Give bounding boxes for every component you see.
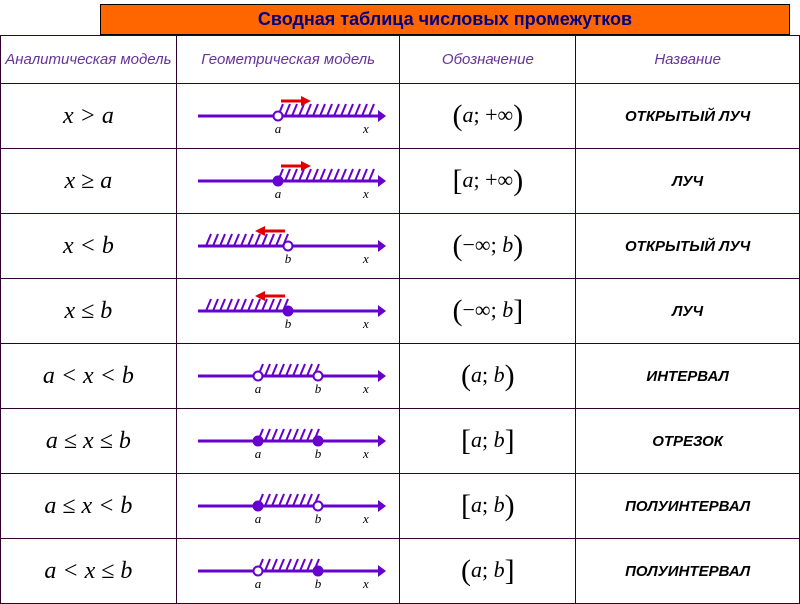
svg-text:x: x: [362, 511, 369, 526]
svg-text:x: x: [362, 446, 369, 461]
notation-cell: (−∞; b]: [400, 279, 576, 344]
table-row: a ≤ x < b a b x [a; b) ПОЛУИНТЕРВАЛ: [1, 474, 800, 539]
name-cell: ОТКРЫТЫЙ ЛУЧ: [576, 214, 800, 279]
svg-text:a: a: [255, 446, 262, 461]
svg-text:a: a: [275, 186, 282, 201]
table-row: x < b b x (−∞; b) ОТКРЫТЫЙ ЛУЧ: [1, 214, 800, 279]
analytic-cell: a < x < b: [1, 344, 177, 409]
analytic-cell: a < x ≤ b: [1, 539, 177, 604]
page-title: Сводная таблица числовых промежутков: [100, 4, 790, 35]
analytic-cell: x ≥ a: [1, 149, 177, 214]
number-line-diagram: b x: [188, 216, 388, 272]
svg-text:b: b: [285, 251, 292, 266]
header-analytic: Аналитическая модель: [1, 36, 177, 84]
geometric-cell: a b x: [176, 344, 400, 409]
name-cell: ИНТЕРВАЛ: [576, 344, 800, 409]
header-name: Название: [576, 36, 800, 84]
analytic-cell: x < b: [1, 214, 177, 279]
geometric-cell: a b x: [176, 474, 400, 539]
svg-text:x: x: [362, 316, 369, 331]
number-line-diagram: a x: [188, 86, 388, 142]
table-row: a ≤ x ≤ b a b x [a; b] ОТРЕЗОК: [1, 409, 800, 474]
svg-text:b: b: [315, 381, 322, 396]
notation-cell: [a; b): [400, 474, 576, 539]
table-row: x ≥ a a x [a; +∞) ЛУЧ: [1, 149, 800, 214]
name-cell: ЛУЧ: [576, 149, 800, 214]
header-geometric: Геометрическая модель: [176, 36, 400, 84]
svg-text:b: b: [315, 576, 322, 591]
svg-text:b: b: [315, 511, 322, 526]
number-line-diagram: a b x: [188, 346, 388, 402]
table-row: a < x < b a b x (a; b) ИНТЕРВАЛ: [1, 344, 800, 409]
name-cell: ЛУЧ: [576, 279, 800, 344]
geometric-cell: a x: [176, 149, 400, 214]
number-line-diagram: a x: [188, 151, 388, 207]
table-row: a < x ≤ b a b x (a; b] ПОЛУИНТЕРВАЛ: [1, 539, 800, 604]
svg-text:a: a: [275, 121, 282, 136]
table-header-row: Аналитическая модель Геометрическая моде…: [1, 36, 800, 84]
svg-text:a: a: [255, 511, 262, 526]
table-row: x ≤ b b x (−∞; b] ЛУЧ: [1, 279, 800, 344]
geometric-cell: a b x: [176, 539, 400, 604]
geometric-cell: a b x: [176, 409, 400, 474]
analytic-cell: x ≤ b: [1, 279, 177, 344]
name-cell: ПОЛУИНТЕРВАЛ: [576, 539, 800, 604]
notation-cell: [a; b]: [400, 409, 576, 474]
name-cell: ОТКРЫТЫЙ ЛУЧ: [576, 84, 800, 149]
name-cell: ПОЛУИНТЕРВАЛ: [576, 474, 800, 539]
analytic-cell: a ≤ x ≤ b: [1, 409, 177, 474]
intervals-table: Аналитическая модель Геометрическая моде…: [0, 35, 800, 604]
name-cell: ОТРЕЗОК: [576, 409, 800, 474]
svg-text:x: x: [362, 186, 369, 201]
number-line-diagram: a b x: [188, 476, 388, 532]
svg-text:x: x: [362, 121, 369, 136]
table-row: x > a a x (a; +∞) ОТКРЫТЫЙ ЛУЧ: [1, 84, 800, 149]
svg-text:x: x: [362, 251, 369, 266]
number-line-diagram: a b x: [188, 411, 388, 467]
svg-text:b: b: [315, 446, 322, 461]
svg-text:x: x: [362, 381, 369, 396]
number-line-diagram: b x: [188, 281, 388, 337]
notation-cell: (a; b]: [400, 539, 576, 604]
analytic-cell: x > a: [1, 84, 177, 149]
header-notation: Обозначение: [400, 36, 576, 84]
notation-cell: (−∞; b): [400, 214, 576, 279]
geometric-cell: b x: [176, 279, 400, 344]
notation-cell: [a; +∞): [400, 149, 576, 214]
notation-cell: (a; +∞): [400, 84, 576, 149]
analytic-cell: a ≤ x < b: [1, 474, 177, 539]
svg-text:b: b: [285, 316, 292, 331]
number-line-diagram: a b x: [188, 541, 388, 597]
geometric-cell: a x: [176, 84, 400, 149]
svg-text:a: a: [255, 576, 262, 591]
notation-cell: (a; b): [400, 344, 576, 409]
svg-text:x: x: [362, 576, 369, 591]
geometric-cell: b x: [176, 214, 400, 279]
svg-text:a: a: [255, 381, 262, 396]
